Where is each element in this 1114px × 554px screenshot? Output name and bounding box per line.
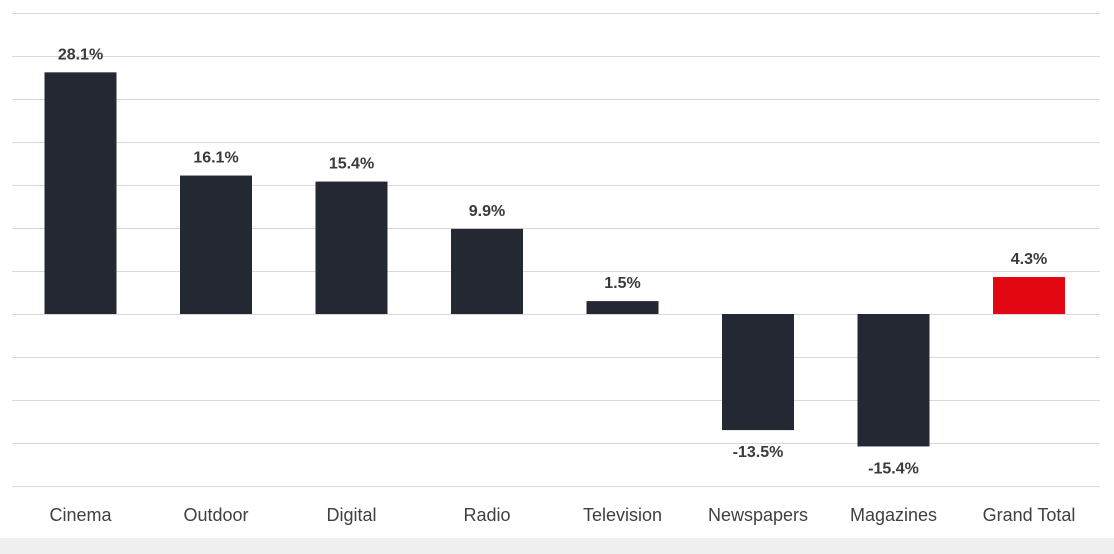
value-labels: 28.1% 16.1% 15.4% 9.9% 1.5% -13.5% -15.4% 4.3% [58, 46, 1047, 477]
value-label: 1.5% [604, 275, 640, 292]
grid-lines [12, 13, 1100, 487]
bottom-strip [0, 538, 1114, 554]
category-label: Grand Total [983, 505, 1076, 525]
category-label: Television [583, 505, 662, 525]
bar-grand-total [993, 277, 1065, 314]
bar-cinema [44, 72, 117, 314]
value-label: 9.9% [469, 203, 505, 220]
bars [44, 72, 1065, 447]
value-label: 4.3% [1011, 251, 1047, 268]
value-label: 28.1% [58, 46, 103, 63]
value-label: 15.4% [329, 156, 374, 173]
bar-newspapers [722, 314, 794, 431]
bar-outdoor [180, 175, 252, 314]
category-label: Radio [463, 505, 510, 525]
category-label: Outdoor [183, 505, 248, 525]
bar-digital [315, 181, 388, 314]
category-label: Magazines [850, 505, 937, 525]
value-label: 16.1% [193, 150, 238, 167]
category-label: Newspapers [708, 505, 808, 525]
category-labels: Cinema Outdoor Digital Radio Television Newsp… [49, 505, 1075, 525]
category-label: Digital [326, 505, 376, 525]
bar-radio [451, 228, 523, 314]
value-label: -15.4% [868, 460, 919, 477]
bar-magazines [857, 314, 930, 447]
category-label: Cinema [49, 505, 112, 525]
value-label: -13.5% [733, 444, 784, 461]
bar-television [586, 301, 659, 314]
